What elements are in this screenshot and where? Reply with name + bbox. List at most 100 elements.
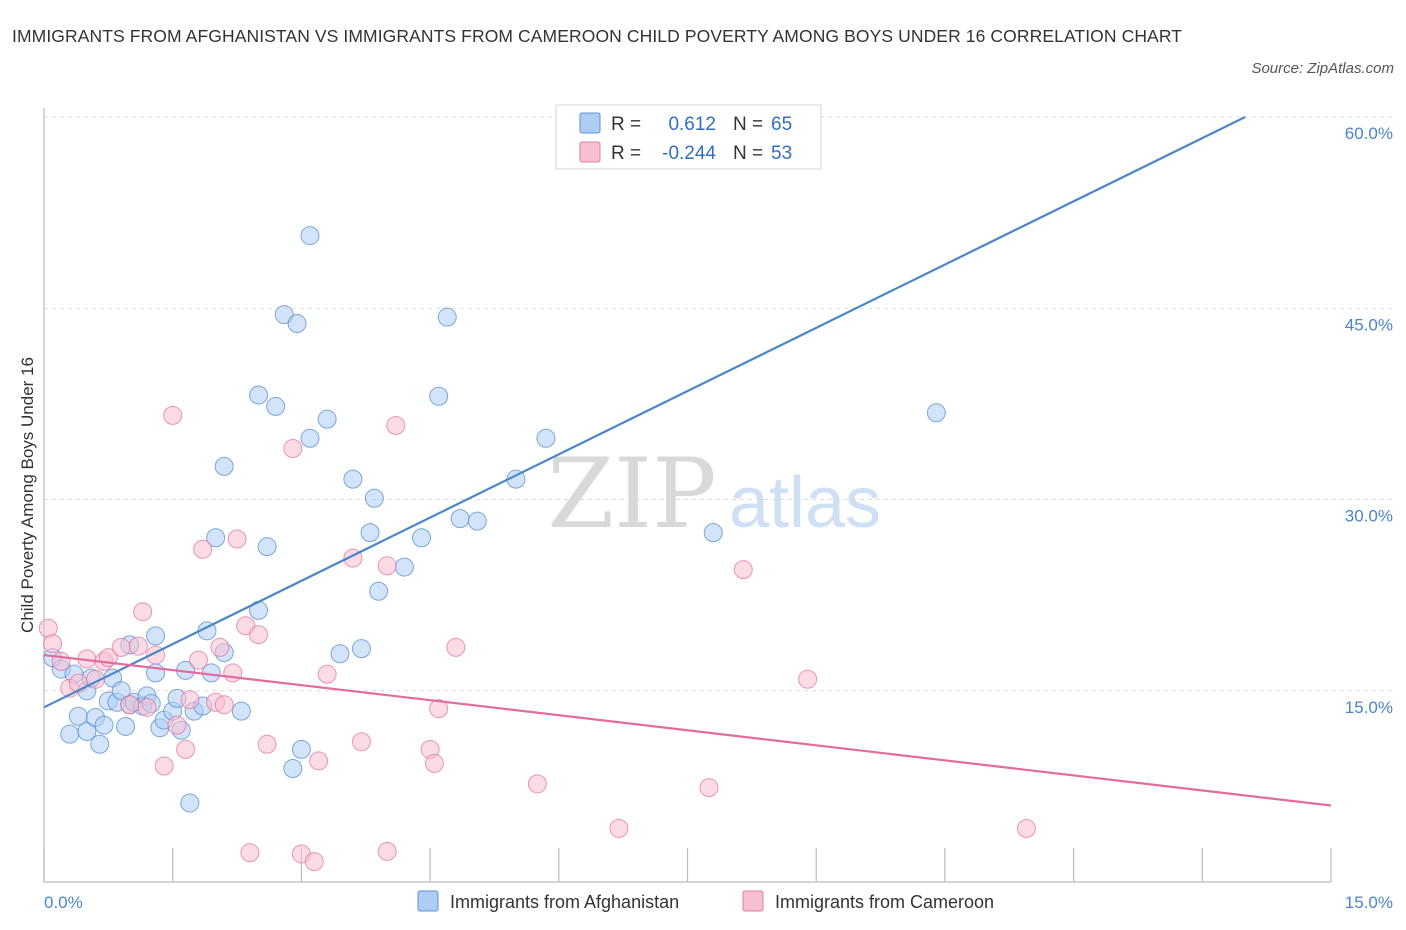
legend-box: R = 0.612 N = 65 R = -0.244 N = 53	[555, 104, 822, 170]
data-point	[377, 556, 397, 576]
data-point	[51, 651, 71, 671]
data-point	[317, 664, 337, 684]
y-tick-label: 45.0%	[1345, 315, 1393, 334]
chart-source: Source: ZipAtlas.com	[1251, 60, 1394, 77]
data-point	[360, 523, 380, 543]
data-point	[424, 753, 444, 773]
data-point	[699, 778, 719, 798]
bottom-legend-label-cameroon: Immigrants from Cameroon	[775, 892, 994, 912]
data-point	[111, 637, 131, 657]
trend-line-cameroon	[43, 653, 1332, 807]
bottom-legend-swatch-cameroon	[742, 890, 764, 912]
gridlines	[44, 116, 1392, 692]
data-point	[154, 756, 174, 776]
data-point	[249, 385, 268, 405]
data-point	[163, 405, 183, 425]
data-point	[266, 396, 286, 416]
legend-n-value-afghanistan: 65	[771, 114, 792, 135]
data-point	[429, 386, 449, 406]
data-point	[369, 581, 389, 601]
bottom-legend-label-afghanistan: Immigrants from Afghanistan	[450, 892, 679, 912]
chart-title: IMMIGRANTS FROM AFGHANISTAN VS IMMIGRANT…	[12, 26, 1183, 46]
data-point	[446, 637, 466, 657]
data-point	[283, 759, 303, 779]
legend-r-label-2: R =	[611, 143, 641, 164]
data-point	[291, 739, 311, 759]
data-point	[180, 690, 200, 710]
data-point	[257, 734, 277, 754]
legend-r-value-cameroon: -0.244	[662, 143, 716, 164]
data-point	[733, 560, 753, 580]
data-point	[703, 523, 723, 543]
series-cameroon-points	[38, 405, 1036, 872]
x-tick-label-min: 0.0%	[44, 893, 83, 912]
legend-n-label: N =	[733, 114, 763, 135]
data-point	[167, 715, 187, 735]
data-point	[240, 843, 260, 863]
trend-line-afghanistan	[43, 116, 1246, 709]
y-tick-label: 30.0%	[1345, 507, 1393, 526]
data-point	[330, 644, 350, 664]
data-point	[798, 669, 818, 689]
data-point	[223, 663, 243, 683]
data-point	[394, 557, 414, 577]
x-axis-ticks	[43, 848, 1332, 882]
y-tick-label: 15.0%	[1345, 698, 1393, 717]
y-tick-label: 60.0%	[1345, 124, 1393, 143]
data-point	[343, 469, 363, 489]
data-point	[377, 841, 397, 861]
data-point	[257, 537, 277, 557]
legend-n-label-2: N =	[733, 143, 763, 164]
data-point	[180, 793, 200, 813]
data-point	[176, 739, 196, 759]
bottom-legend: Immigrants from Afghanistan Immigrants f…	[417, 890, 994, 912]
data-point	[386, 416, 406, 436]
data-point	[116, 716, 136, 736]
watermark-atlas: atlas	[729, 463, 881, 543]
data-point	[94, 715, 114, 735]
data-point	[429, 699, 449, 719]
data-point	[60, 724, 80, 744]
data-point	[1016, 818, 1036, 838]
data-point	[317, 409, 337, 429]
data-point	[210, 637, 230, 657]
data-point	[450, 509, 470, 529]
y-tick-labels: 15.0% 30.0% 45.0% 60.0%	[1345, 124, 1393, 717]
data-point	[77, 722, 97, 742]
data-point	[214, 456, 234, 476]
data-point	[283, 439, 303, 458]
data-point	[926, 403, 946, 423]
data-point	[146, 626, 166, 646]
data-point	[214, 695, 234, 715]
data-point	[351, 732, 371, 752]
data-point	[249, 625, 268, 645]
y-axis-label: Child Poverty Among Boys Under 16	[18, 357, 37, 633]
trend-lines	[43, 116, 1332, 807]
data-point	[111, 681, 131, 701]
data-point	[128, 636, 148, 656]
data-point	[309, 751, 329, 771]
data-point	[188, 650, 208, 670]
legend-swatch-cameroon	[579, 141, 601, 163]
legend-r-value-afghanistan: 0.612	[668, 114, 716, 135]
data-point	[206, 528, 226, 548]
legend-r-label: R =	[611, 114, 641, 135]
data-point	[227, 529, 247, 549]
data-point	[90, 734, 110, 754]
data-point	[536, 428, 556, 448]
data-point	[412, 528, 432, 548]
data-point	[467, 511, 487, 531]
legend-n-value-cameroon: 53	[771, 143, 792, 164]
data-point	[120, 695, 140, 715]
data-point	[287, 314, 307, 334]
watermark-zip: ZIP	[547, 438, 716, 550]
data-point	[137, 697, 157, 717]
legend-swatch-afghanistan	[579, 112, 601, 134]
data-point	[364, 488, 384, 508]
data-point	[527, 774, 547, 794]
data-point	[43, 634, 63, 654]
x-tick-label-max: 15.0%	[1345, 893, 1393, 912]
data-point	[133, 602, 153, 622]
data-point	[300, 226, 320, 246]
